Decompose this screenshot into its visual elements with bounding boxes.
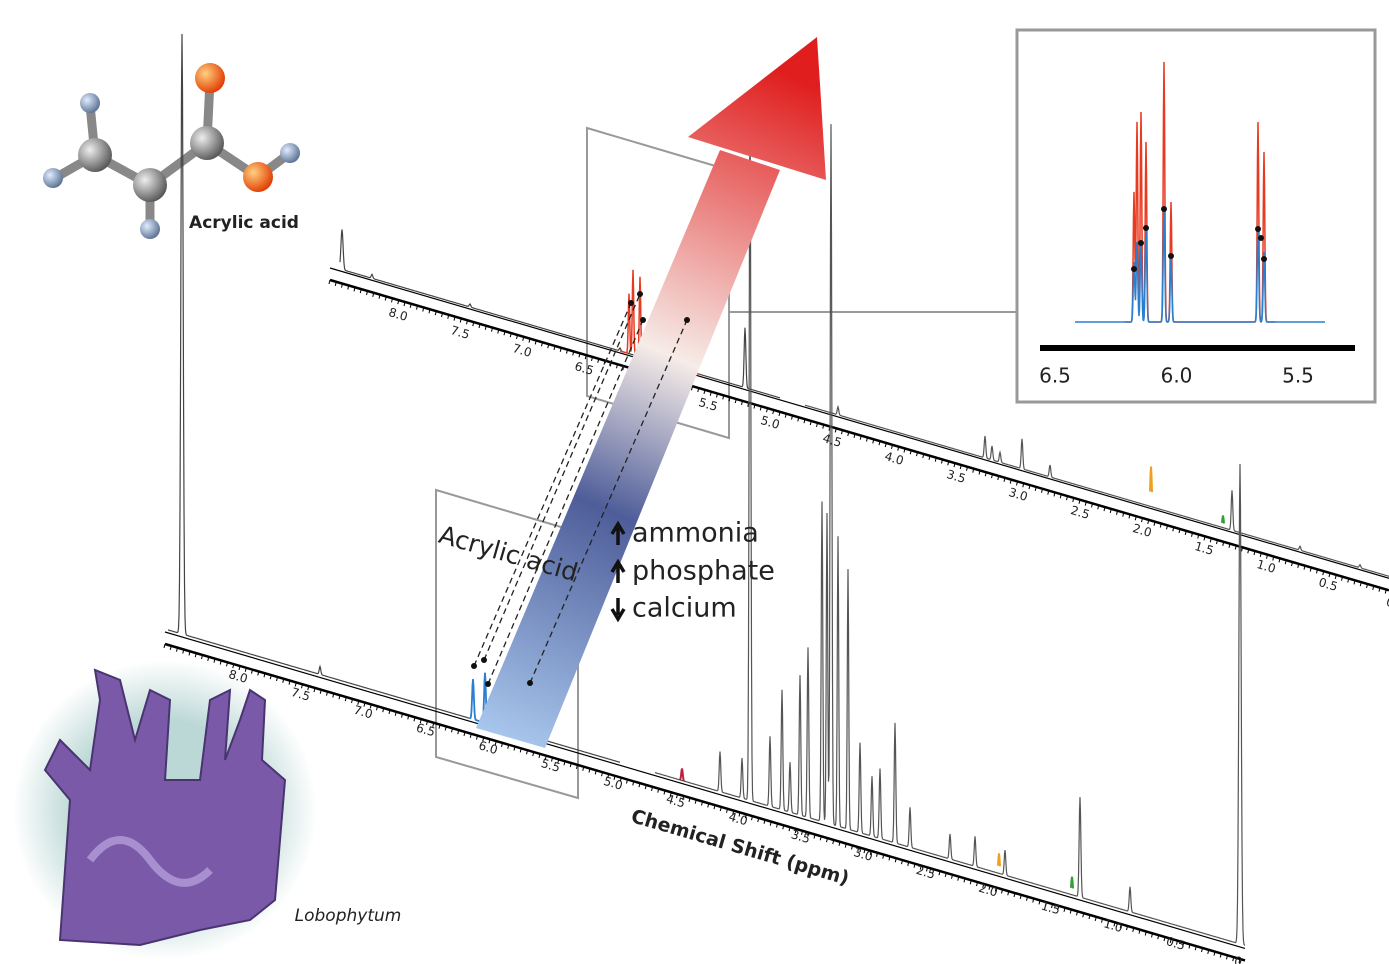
inset-dot — [1143, 225, 1149, 231]
figure: Acrylic acid Lobophytum 8.0 7.5 7.0 6.5 6.0 5… — [0, 0, 1389, 964]
tick-label: 2.0 — [1131, 521, 1153, 540]
inset-dot — [1138, 240, 1144, 246]
inset-tick-label: 6.5 — [1039, 364, 1071, 388]
inset-dot — [1161, 206, 1167, 212]
tick-label: 4.5 — [821, 431, 843, 450]
inset: 6.5 6.0 5.5 — [1017, 30, 1375, 402]
inset-dot — [1131, 266, 1137, 272]
minor-tick — [164, 644, 165, 648]
changes: ammonia phosphate calcium — [612, 518, 775, 624]
inset-dot — [1258, 235, 1264, 241]
change-label: phosphate — [632, 556, 775, 587]
inset-dot — [1261, 256, 1267, 262]
tick-label: 8.0 — [387, 305, 409, 324]
tick-label: 7.5 — [449, 323, 471, 342]
inset-tick-label: 6.0 — [1161, 364, 1193, 388]
change-label: ammonia — [632, 518, 759, 549]
molecule: Acrylic acid — [43, 63, 300, 239]
minor-tick — [329, 280, 330, 284]
front-axis — [165, 632, 1245, 948]
tick-label: 4.0 — [727, 810, 749, 829]
tick-label: 1.0 — [1255, 557, 1277, 576]
tick-label: 0.5 — [1165, 934, 1187, 953]
spectrum-trace — [998, 853, 1000, 866]
tick-label: 2.0 — [977, 881, 999, 900]
tick-label: 3.5 — [945, 467, 967, 486]
spectrum-trace — [1071, 877, 1073, 889]
tick-label: 5.0 — [759, 413, 781, 432]
organism-label: Lobophytum — [295, 906, 402, 926]
trend-arrow — [476, 37, 826, 748]
tick-label: 7.0 — [511, 341, 533, 360]
inset-dot — [1168, 253, 1174, 259]
tick-label: 3.0 — [1007, 485, 1029, 504]
spectrum-trace — [1222, 516, 1224, 524]
change-label: calcium — [632, 593, 737, 624]
organism-image: Lobophytum — [13, 660, 401, 960]
tick-label: 3.0 — [852, 845, 874, 864]
tick-label: 1.0 — [1102, 916, 1124, 935]
tick-label: 1.5 — [1040, 899, 1062, 918]
tick-label: 4.5 — [665, 792, 687, 811]
tick-label: 0 — [1385, 595, 1389, 611]
inset-dot — [1255, 226, 1261, 232]
box-label: Acrylic acid — [436, 520, 581, 587]
spectrum-trace — [1150, 467, 1152, 493]
tick-label: 6.5 — [573, 359, 595, 378]
tick-label: 5.5 — [697, 395, 719, 414]
tick-label: 2.5 — [1069, 503, 1091, 522]
tick-label: 2.5 — [915, 863, 937, 882]
molecule-label: Acrylic acid — [189, 213, 299, 233]
tick-label: 1.5 — [1193, 539, 1215, 558]
tick-label: 0 — [1233, 954, 1244, 964]
spectrum-trace — [805, 405, 1389, 576]
tick-label: 4.0 — [883, 449, 905, 468]
tick-label: 3.5 — [790, 827, 812, 846]
spectrum-trace — [680, 769, 684, 781]
inset-tick-label: 5.5 — [1282, 364, 1314, 388]
